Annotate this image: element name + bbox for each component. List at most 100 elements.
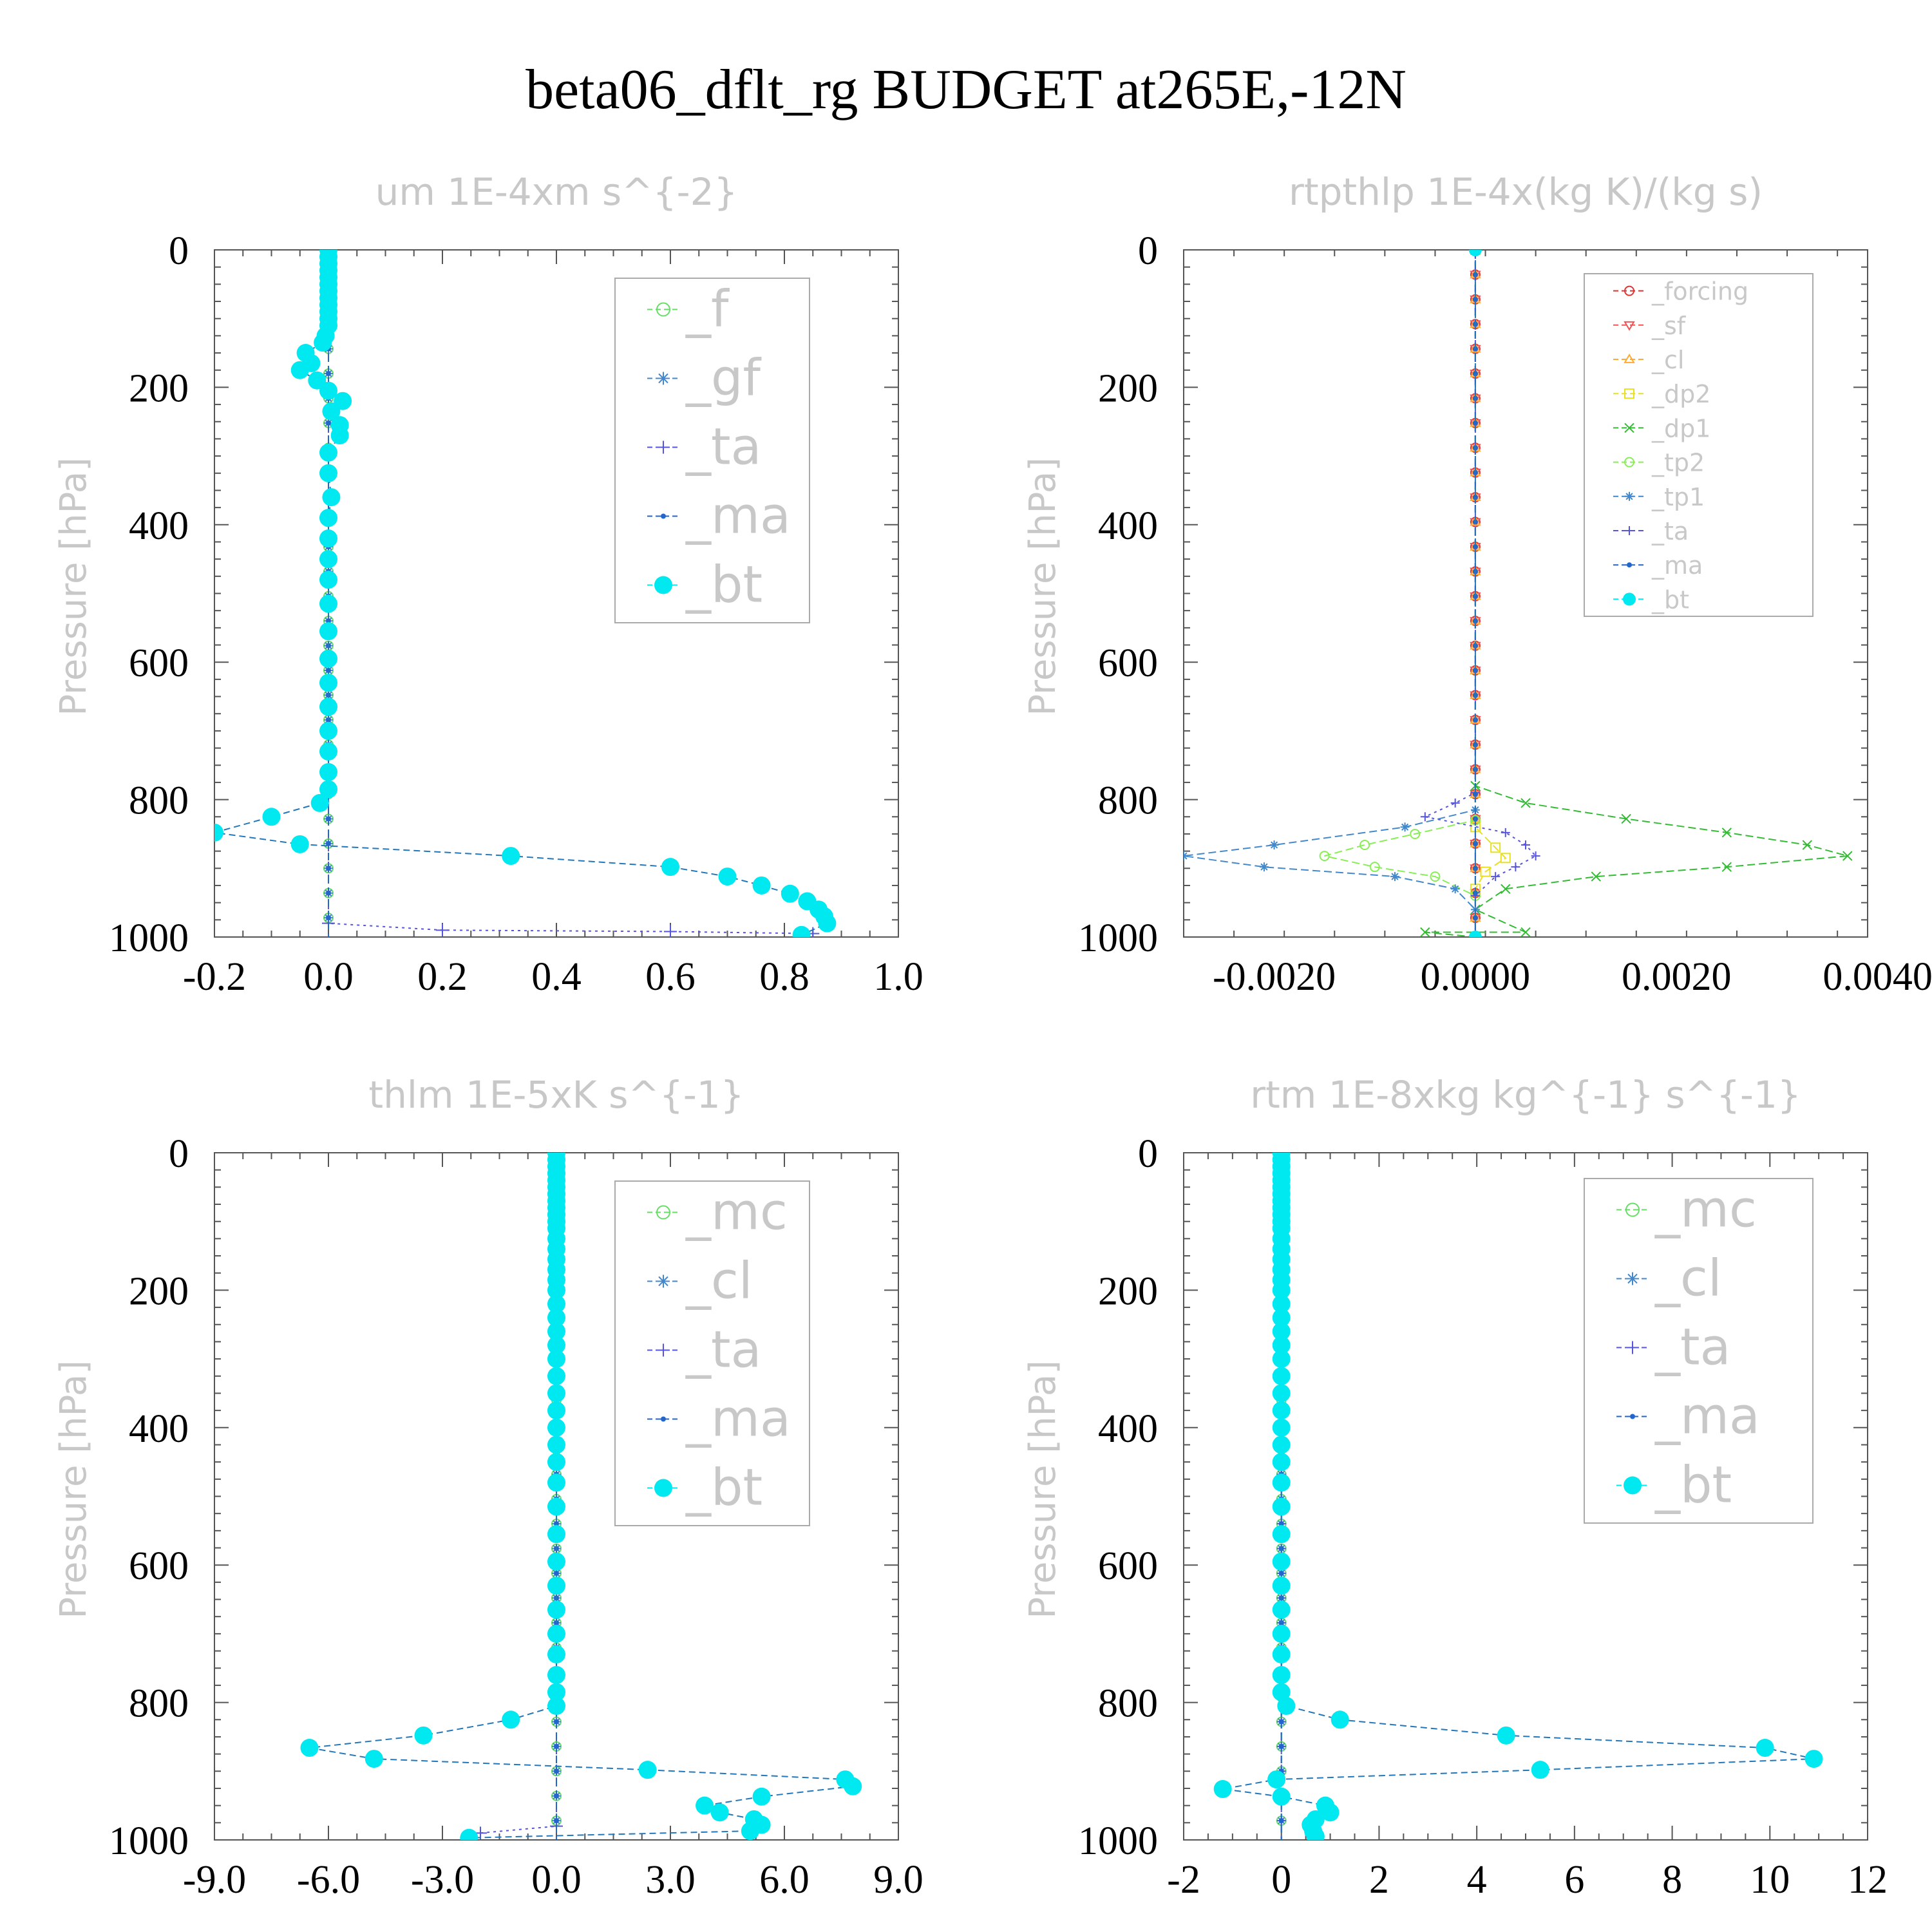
data-point: [1624, 321, 1635, 331]
data-point: [214, 823, 223, 842]
y-tick-label: 400: [129, 504, 189, 548]
x-tick-label: 12: [1848, 1858, 1888, 1902]
data-point: [502, 847, 520, 866]
data-point: [654, 576, 672, 594]
data-point: [1269, 840, 1279, 850]
legend-entry: _cl: [1654, 1250, 1722, 1308]
x-tick-label: 3.0: [645, 1858, 696, 1902]
data-point: [319, 381, 337, 400]
series-line-bt: [309, 1153, 855, 1839]
data-point: [1272, 1418, 1291, 1437]
x-tick-label: 8: [1662, 1858, 1682, 1902]
data-point: [1390, 872, 1399, 882]
legend-entry: _f: [685, 281, 730, 339]
data-point: [1625, 491, 1634, 501]
legend-entry: _bt: [1654, 1457, 1732, 1515]
data-point: [547, 1645, 565, 1663]
data-point: [1272, 1525, 1291, 1544]
data-point: [319, 464, 337, 482]
data-point: [1450, 884, 1460, 894]
y-tick-label: 800: [1098, 779, 1158, 823]
y-tick-label: 400: [1098, 1407, 1158, 1451]
legend-box: [1584, 273, 1814, 617]
data-point: [1278, 1571, 1284, 1577]
data-point: [1306, 1827, 1325, 1840]
legend-entry: _ta: [685, 1321, 761, 1379]
data-point: [319, 571, 337, 589]
data-point: [661, 858, 679, 876]
data-point: [547, 1552, 565, 1571]
data-point: [1625, 526, 1634, 535]
x-tick-label: 1.0: [873, 955, 923, 999]
data-point: [664, 925, 677, 937]
legend-entry: _ta: [1651, 517, 1689, 545]
data-point: [547, 1384, 565, 1403]
data-point: [1472, 915, 1478, 921]
data-point: [330, 426, 349, 445]
y-tick-label: 600: [1098, 1544, 1158, 1588]
y-tick-label: 800: [129, 1682, 189, 1726]
data-point: [319, 649, 337, 668]
data-point: [547, 1322, 565, 1341]
data-point: [1213, 1780, 1232, 1799]
x-tick-label: 0.8: [759, 955, 810, 999]
legend: _forcing _sf _cl _dp2 _dp1 _tp2 _tp1 _ta _ma _bt: [1584, 273, 1814, 617]
y-tick-label: 1000: [1078, 916, 1158, 960]
data-point: [1756, 1739, 1774, 1757]
data-point: [310, 793, 329, 812]
x-tick-label: 10: [1750, 1858, 1790, 1902]
x-tick-label: -2: [1167, 1858, 1200, 1902]
data-point: [657, 1343, 670, 1357]
data-point: [1591, 871, 1602, 882]
data-point: [1272, 1336, 1291, 1354]
data-point: [1272, 1309, 1291, 1327]
data-point: [547, 1367, 565, 1385]
data-point: [319, 443, 337, 462]
data-point: [1272, 1281, 1291, 1300]
data-point: [319, 697, 337, 716]
data-point: [1804, 1750, 1823, 1768]
data-point: [1359, 840, 1370, 851]
data-point: [547, 1281, 565, 1300]
data-point: [290, 361, 309, 379]
series-group: [1184, 250, 1853, 937]
data-point: [1319, 851, 1330, 862]
data-point: [1278, 1719, 1284, 1725]
data-point: [1272, 1600, 1291, 1619]
x-tick-label: 6.0: [759, 1858, 810, 1902]
data-point: [326, 816, 331, 822]
data-point: [554, 1571, 559, 1577]
data-point: [781, 884, 799, 903]
data-point: [1272, 1497, 1291, 1516]
legend-entry: _mc: [685, 1184, 788, 1242]
data-point: [752, 876, 771, 895]
legend-entry: _dp2: [1651, 380, 1710, 408]
data-point: [1630, 1414, 1635, 1419]
data-point: [696, 1796, 714, 1815]
chart-panel-4: rtm 1E-8xkg kg^{-1} s^{-1} Pressure [hPa]…: [1022, 1073, 1888, 1902]
data-point: [1369, 862, 1380, 873]
data-point: [792, 925, 811, 937]
legend-entry: _dp1: [1651, 414, 1710, 442]
data-point: [638, 1761, 657, 1779]
data-point: [1624, 422, 1634, 433]
data-point: [656, 302, 670, 317]
series-group: [1213, 1153, 1823, 1840]
legend-entry: _ma: [685, 1390, 791, 1448]
x-tick-label: 0.0040: [1823, 955, 1932, 999]
data-point: [1272, 1787, 1291, 1806]
legend-entry: _bt: [685, 1459, 762, 1517]
panel-title: rtpthlp 1E-4x(kg K)/(kg s): [1289, 170, 1763, 214]
data-point: [1272, 1665, 1291, 1684]
data-point: [326, 890, 331, 896]
legend-box: [614, 278, 810, 623]
plot-frame: [1183, 249, 1868, 938]
data-point: [319, 622, 337, 641]
x-tick-label: -3.0: [411, 1858, 474, 1902]
y-tick-label: 200: [1098, 1269, 1158, 1313]
data-point: [547, 1665, 565, 1684]
panel-title: thlm 1E-5xK s^{-1}: [368, 1073, 744, 1117]
data-point: [1521, 840, 1530, 850]
data-point: [1272, 1683, 1291, 1701]
